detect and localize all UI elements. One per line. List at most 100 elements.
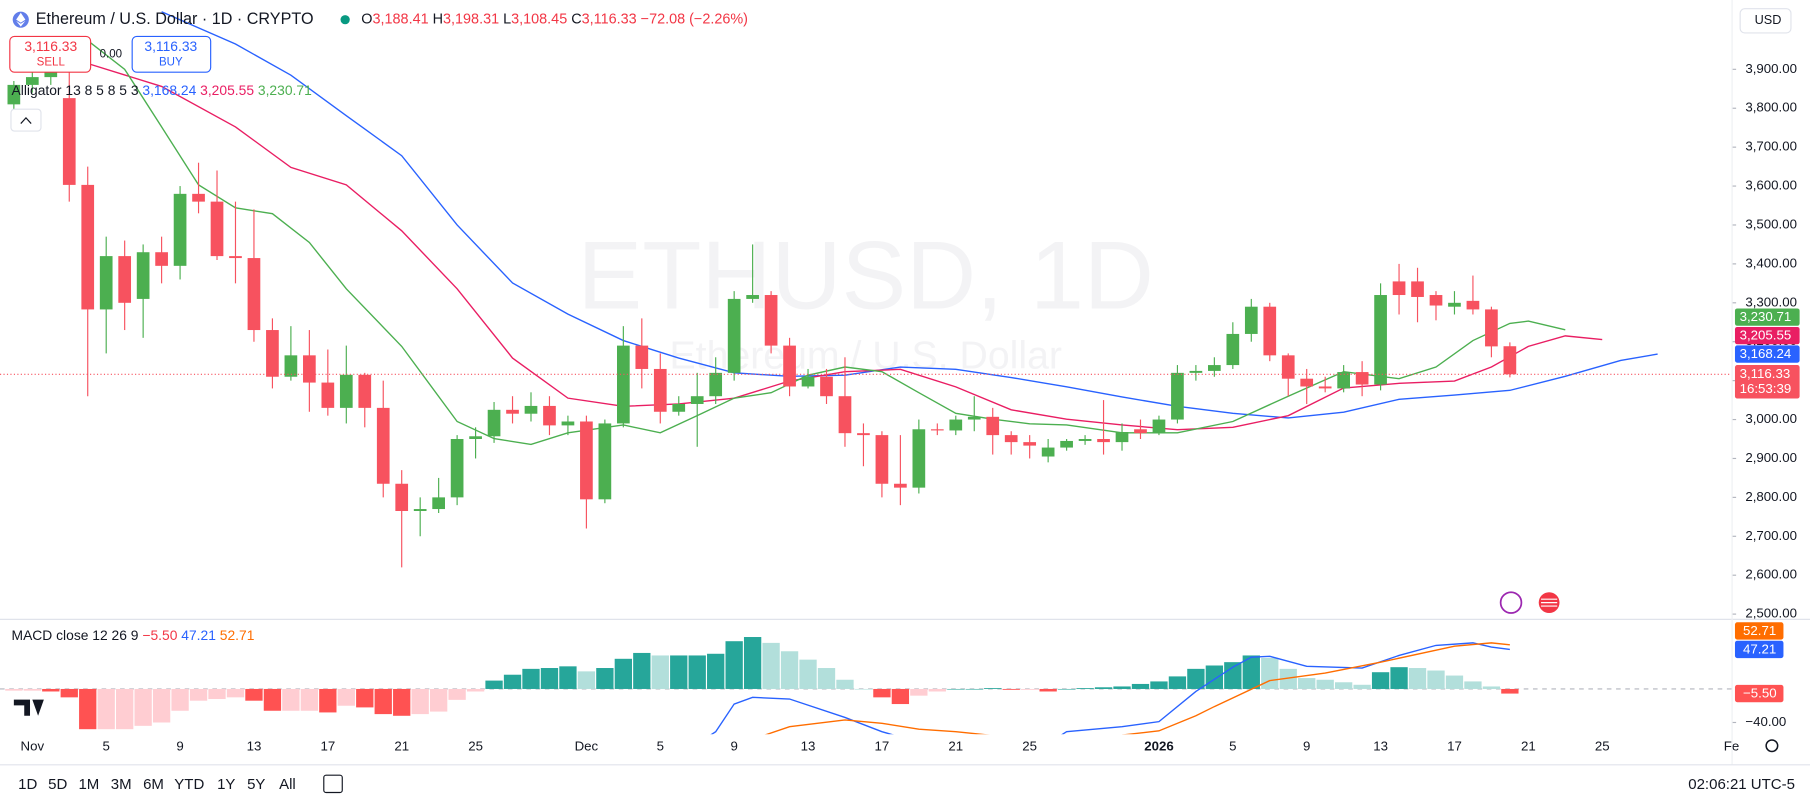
macd-legend[interactable]: MACD close 12 26 9 −5.50 47.21 52.71 [12,627,255,643]
candle-body [1411,281,1424,297]
legend-value: 3,205.55 [200,82,254,98]
candle-body [543,405,556,426]
candle-body [450,439,464,498]
candle-body [1448,302,1461,307]
histogram-bar [356,688,374,708]
candle-body [1281,355,1295,379]
candle-body [339,374,353,408]
candle-body [1134,429,1147,434]
ohlc-value: 3,198.31 [443,11,499,27]
histogram-bar [1002,688,1020,690]
clock[interactable]: 02:06:21 UTC-5 [1688,776,1795,793]
currency-button[interactable] [1739,8,1792,34]
candle-body [1060,440,1073,448]
histogram-bar [97,688,115,730]
candle-body [303,355,316,383]
y-tick-label: 2,700.00 [1745,528,1797,543]
histogram-bar [466,688,485,692]
candle-body [1023,442,1037,446]
range-button[interactable]: 5D [48,776,67,793]
x-tick-label: 9 [730,738,737,753]
histogram-bar [1242,655,1260,689]
ohlc-letter: O [361,11,372,27]
symbol-icon-glyph [16,12,26,27]
histogram-bar [743,637,762,689]
histogram-bar [1168,676,1187,689]
candle-body [413,509,427,511]
price-ribbon [1734,308,1800,326]
y-tick-label: 3,700.00 [1745,139,1797,154]
buy-price: 3,116.33 [144,38,197,54]
settings-icon[interactable] [1765,739,1779,753]
value-ribbon-label: −5.50 [1743,686,1777,701]
candle-body [672,403,686,412]
candle-body [616,345,630,424]
value-ribbon-label: 52.71 [1743,623,1776,638]
x-tick-label: Dec [575,738,599,753]
candle-body [764,295,778,346]
collapse-button[interactable] [10,108,42,132]
sell-price: 3,116.33 [24,38,77,54]
candle-body [967,416,981,420]
histogram-bar [540,668,559,689]
x-tick-label: 25 [468,738,483,753]
range-button[interactable]: 5Y [247,776,265,793]
toolbar: 1D 5D 1M 3M 6M YTD 1Y 5Y All [18,776,296,793]
last-price-label: 3,116.33 [1740,366,1791,381]
ohlc-value: 3,108.45 [511,11,567,27]
watermark-symbol: ETHUSD, 1D [578,220,1154,329]
candle-body [561,421,575,426]
histogram-bar [411,688,429,715]
histogram-bar [799,659,817,689]
range-button[interactable]: 1M [78,776,99,793]
buy-button[interactable] [131,35,212,73]
x-tick-label: 2026 [1144,738,1174,753]
spread: 0.00 [100,48,122,60]
x-tick-label: 25 [1595,738,1610,753]
tv-logo[interactable] [13,699,44,716]
legend-value: 52.71 [220,627,255,643]
price-pane [0,11,1732,568]
range-button[interactable]: 1D [18,776,37,793]
range-button[interactable]: 1Y [217,776,235,793]
range-button[interactable]: YTD [174,776,204,793]
candle-body [783,345,796,387]
histogram-bar [891,688,910,705]
candle-body [506,409,519,414]
sell-button[interactable] [9,35,92,73]
candle-body [1337,372,1350,389]
histogram-bar [873,688,891,698]
symbol-title[interactable]: Ethereum / U.S. Dollar · 1D · CRYPTO [36,10,314,28]
price-ribbon-label: 3,230.71 [1740,309,1792,324]
y-tick-label: 2,900.00 [1745,450,1797,465]
price-ribbon-label: 3,205.55 [1740,328,1792,343]
candle-body [524,405,538,414]
candle-body [487,409,501,437]
range-button[interactable]: All [279,776,296,793]
currency: USD [1755,13,1782,27]
range-button[interactable]: 3M [111,776,132,793]
histogram-bar [1150,681,1168,689]
macd-title: MACD close 12 26 9 [12,627,139,643]
y-tick-label: 2,800.00 [1745,489,1797,504]
histogram-bar [42,688,60,692]
legend-value: −5.50 [142,627,177,643]
market-status [340,15,350,25]
assistant-icon[interactable] [1499,591,1523,614]
range-button[interactable]: 6M [143,776,164,793]
date-range-icon[interactable] [323,774,343,794]
x-tick-label: 5 [103,738,110,753]
candle-body [580,421,593,500]
candle-body [173,193,187,266]
x-tick-label: 13 [247,738,262,753]
histogram-bar [1408,668,1427,689]
x-tick-label: 5 [1229,738,1236,753]
histogram-bar [429,688,448,712]
candle-body [7,84,21,105]
candle-body [635,345,649,369]
indicator-legend[interactable]: Alligator 13 8 5 8 5 3 3,168.24 3,205.55… [12,82,313,98]
histogram-bar [1298,678,1316,689]
candle-body [1226,333,1240,366]
